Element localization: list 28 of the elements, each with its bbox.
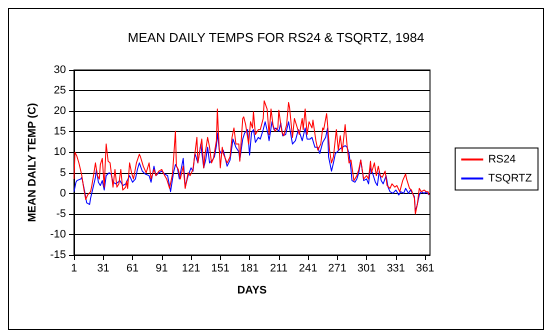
x-tick-label: 241 [298, 262, 318, 274]
y-tick-label: 15 [54, 126, 66, 138]
x-tick-label: 331 [386, 262, 406, 274]
legend-label: RS24 [488, 154, 516, 166]
x-tick-label: 361 [416, 262, 434, 274]
x-axis-title: DAYS [237, 284, 267, 296]
x-tick-label: 211 [270, 262, 288, 274]
y-tick-label: 5 [60, 166, 66, 179]
x-tick-label: 271 [328, 262, 347, 274]
x-tick-label: 181 [240, 262, 259, 274]
chart-title: MEAN DAILY TEMPS FOR RS24 & TSQRTZ, 1984 [128, 30, 424, 45]
y-tick-label: 10 [54, 146, 66, 158]
x-tick-label: 121 [182, 262, 200, 274]
x-tick-label: 91 [156, 262, 168, 274]
x-tick-label: 31 [97, 262, 110, 274]
x-tick-label: 1 [70, 262, 78, 274]
y-tick-label: -10 [50, 228, 66, 240]
y-tick-label: 0 [60, 187, 66, 200]
x-tick-label: 61 [126, 262, 139, 274]
y-tick-label: -15 [50, 249, 66, 261]
legend-label: TSQRTZ [488, 172, 532, 184]
y-tick-label: -5 [56, 208, 66, 220]
x-tick-label: 151 [211, 262, 230, 274]
y-axis-title: MEAN DAILY TEMP (C) [26, 102, 38, 222]
y-tick-label: 25 [54, 84, 66, 97]
y-tick-label: 30 [54, 64, 66, 76]
x-tick-label: 301 [357, 262, 376, 274]
y-tick-label: 20 [54, 105, 66, 118]
